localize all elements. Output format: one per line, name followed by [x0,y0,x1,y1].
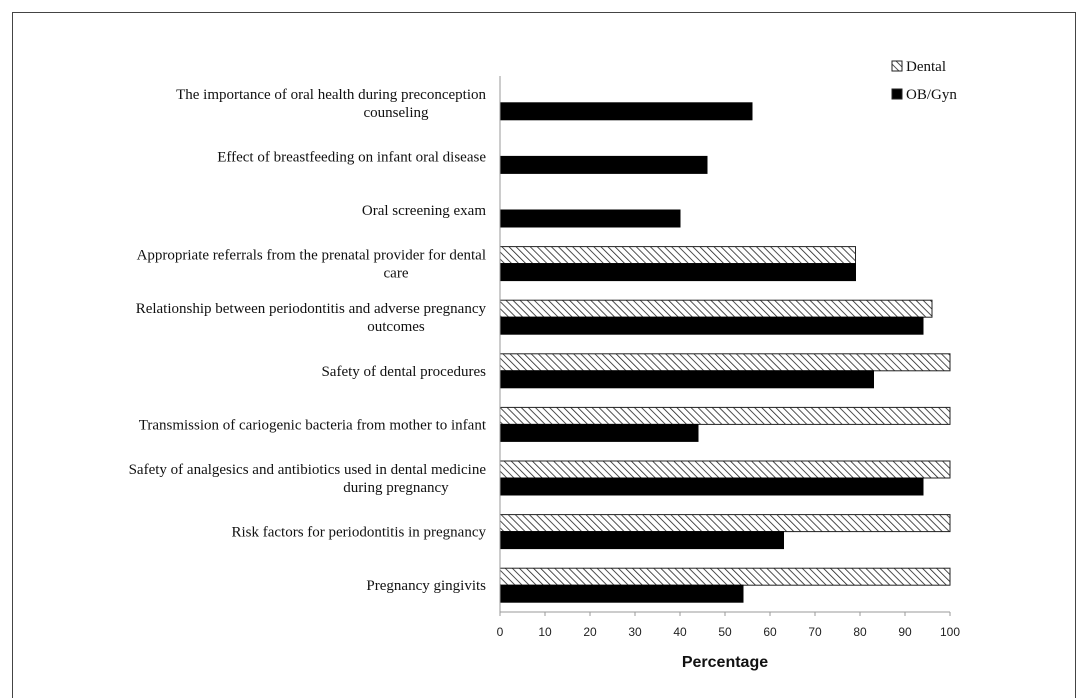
category-label: Relationship between periodontitis and a… [136,301,487,335]
x-tick-label: 90 [898,625,912,639]
bar-obgyn [499,209,681,228]
bar-dental [499,406,951,425]
x-tick-label: 10 [538,625,552,639]
bar-dental [499,299,933,318]
category-label: The importance of oral health during pre… [176,87,486,121]
category-label: Oral screening exam [362,203,486,219]
x-tick-label: 0 [497,625,504,639]
bar-obgyn [499,370,874,389]
bar-dental [499,514,951,533]
bar-dental [499,353,951,372]
bar-dental [499,246,856,265]
bar-obgyn [499,316,924,335]
bar-obgyn [499,531,784,550]
legend-swatch-dental [891,60,903,72]
category-label: Transmission of cariogenic bacteria from… [139,417,487,433]
x-tick-label: 30 [628,625,642,639]
bar-obgyn [499,584,744,603]
x-tick-label: 50 [718,625,732,639]
x-tick-label: 70 [808,625,822,639]
category-label: Effect of breastfeeding on infant oral d… [217,149,486,165]
x-tick-labels: 0 10 20 30 40 50 60 70 80 90 100 [497,612,960,639]
category-label: Safety of analgesics and antibiotics use… [129,462,487,496]
legend-label-obgyn: OB/Gyn [906,87,957,103]
bar-dental [499,567,951,586]
bar-obgyn [499,423,699,442]
bar-obgyn [499,263,856,282]
category-label: Appropriate referrals from the prenatal … [137,248,486,282]
bar-obgyn [499,155,708,174]
x-axis-title: Percentage [682,654,768,671]
x-tick-label: 100 [940,625,960,639]
legend: Dental OB/Gyn [891,59,957,103]
bar-dental [499,460,951,479]
category-labels: The importance of oral health during pre… [129,87,487,594]
category-label: Risk factors for periodontitis in pregna… [231,525,486,541]
category-label: Pregnancy gingivits [366,578,486,594]
x-tick-label: 60 [763,625,777,639]
bar-obgyn [499,102,753,121]
legend-label-dental: Dental [906,59,946,75]
x-tick-label: 20 [583,625,597,639]
x-tick-label: 40 [673,625,687,639]
bars-group [499,102,951,603]
bar-obgyn [499,477,924,496]
legend-swatch-obgyn [891,88,903,100]
x-tick-label: 80 [853,625,867,639]
category-label: Safety of dental procedures [321,364,486,380]
